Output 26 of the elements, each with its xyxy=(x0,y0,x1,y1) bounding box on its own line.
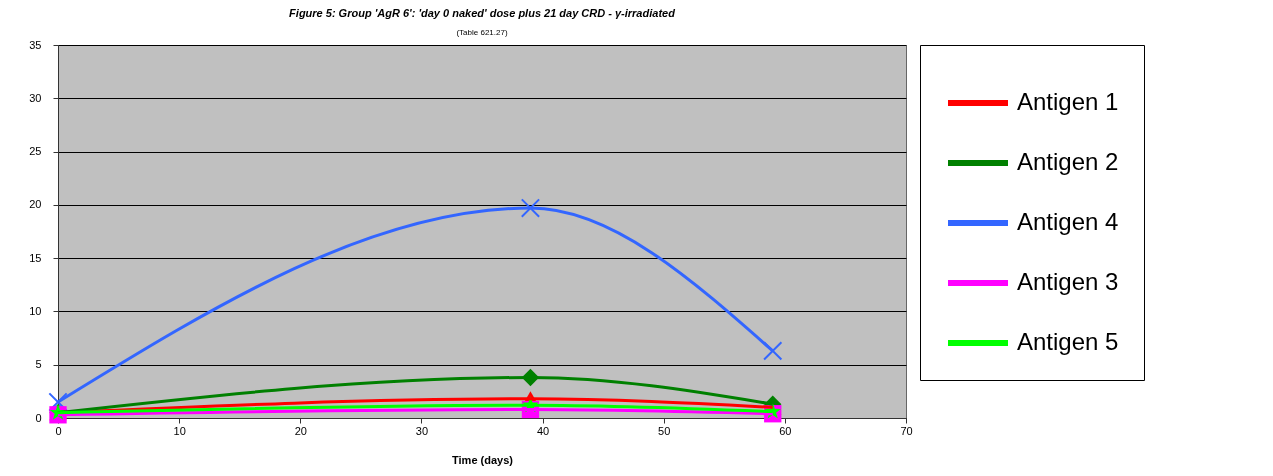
chart-title: Figure 5: Group 'AgR 6': 'day 0 naked' dose plus 21 day CRD - γ-irradiated xyxy=(289,7,676,19)
chart-subtitle: (Table 621.27) xyxy=(456,28,508,37)
y-tick-label: 15 xyxy=(29,251,42,264)
point xyxy=(763,341,783,361)
x-tick-label: 40 xyxy=(536,424,550,437)
y-tick-label: 20 xyxy=(29,198,42,211)
point xyxy=(520,198,541,218)
y-tick-label: 25 xyxy=(29,145,42,158)
legend-label: Antigen 1 xyxy=(1017,88,1119,115)
legend-label: Antigen 5 xyxy=(1017,328,1119,355)
x-tick-label: 0 xyxy=(55,424,62,437)
x-tick-label: 60 xyxy=(779,424,792,437)
y-tick-label: 35 xyxy=(29,38,42,51)
x-axis-title: Time (days) xyxy=(452,453,514,466)
x-tick-label: 30 xyxy=(415,424,429,437)
y-tick-label: 0 xyxy=(35,411,42,424)
legend-label: Antigen 2 xyxy=(1017,148,1119,175)
x-tick-label: 10 xyxy=(173,424,186,437)
y-tick-label: 30 xyxy=(29,91,42,104)
legend-label: Antigen 4 xyxy=(1017,208,1119,235)
x-tick-label: 20 xyxy=(294,424,307,437)
legend-label: Antigen 3 xyxy=(1017,268,1119,295)
y-tick-label: 10 xyxy=(29,304,42,317)
y-tick-label: 5 xyxy=(35,358,42,371)
x-tick-label: 70 xyxy=(900,424,913,437)
x-tick-label: 50 xyxy=(658,424,671,437)
